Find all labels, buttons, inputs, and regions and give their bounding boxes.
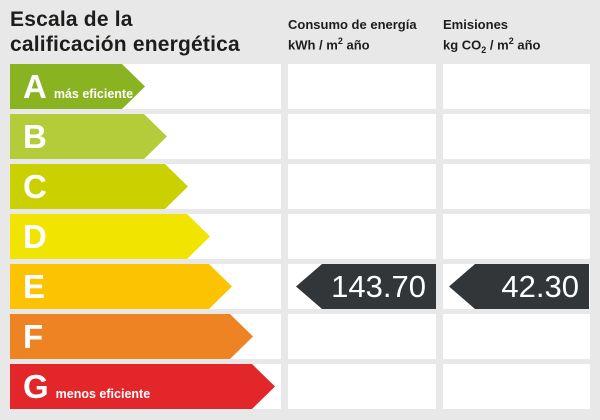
rating-bar: C — [10, 164, 188, 209]
scale-cell: E — [10, 264, 281, 309]
consumption-cell — [288, 164, 436, 209]
rating-bar: D — [10, 214, 210, 259]
emissions-cell — [443, 214, 590, 259]
rating-letter: E — [23, 268, 46, 305]
page-title-line2: calificación energética — [10, 33, 240, 56]
emissions-cell — [443, 164, 590, 209]
rating-row-b: B — [0, 114, 600, 159]
rating-bar: A más eficiente — [10, 64, 145, 109]
consumption-value-badge: 143.70 — [296, 264, 436, 309]
rating-row-d: D — [0, 214, 600, 259]
consumption-header-units: kWh / m2 año — [288, 36, 370, 53]
consumption-header-label: Consumo de energía — [288, 17, 417, 32]
rating-row-e: E 143.70 42.30 — [0, 264, 600, 309]
scale-cell: C — [10, 164, 281, 209]
rating-letter: G — [23, 368, 49, 405]
rating-letter: A — [23, 68, 47, 105]
consumption-cell — [288, 364, 436, 409]
scale-cell: D — [10, 214, 281, 259]
rating-row-g: G menos eficiente — [0, 364, 600, 409]
scale-cell: F — [10, 314, 281, 359]
rating-note: más eficiente — [53, 87, 134, 101]
emissions-header-label: Emisiones — [443, 17, 509, 32]
rating-note: menos eficiente — [55, 387, 151, 401]
consumption-cell — [288, 214, 436, 259]
rating-row-c: C — [0, 164, 600, 209]
emissions-column-header: Emisiones kg CO2 / m2 año — [443, 17, 540, 58]
rating-bar: G menos eficiente — [10, 364, 275, 409]
rating-bar: F — [10, 314, 253, 359]
emissions-cell — [443, 314, 590, 359]
rating-row-a: A más eficiente — [0, 64, 600, 109]
page-title: Escala de la calificación energética — [10, 7, 240, 57]
rating-bar: B — [10, 114, 167, 159]
scale-cell: G menos eficiente — [10, 364, 281, 409]
rating-letter: F — [23, 318, 44, 355]
emissions-value-badge: 42.30 — [449, 264, 589, 309]
rating-letter: B — [23, 118, 47, 155]
emissions-cell — [443, 64, 590, 109]
rating-row-f: F — [0, 314, 600, 359]
emissions-cell — [443, 114, 590, 159]
emissions-header-units: kg CO2 / m2 año — [443, 36, 541, 55]
emissions-cell — [443, 364, 590, 409]
page-title-line1: Escala de la — [10, 8, 133, 31]
consumption-cell — [288, 114, 436, 159]
consumption-cell — [288, 64, 436, 109]
consumption-column-header: Consumo de energía kWh / m2 año — [288, 17, 417, 53]
scale-cell: B — [10, 114, 281, 159]
consumption-value: 143.70 — [331, 268, 426, 304]
consumption-cell: 143.70 — [288, 264, 436, 309]
scale-cell: A más eficiente — [10, 64, 281, 109]
rating-letter: C — [23, 168, 47, 205]
consumption-cell — [288, 314, 436, 359]
emissions-value: 42.30 — [501, 268, 579, 304]
rating-letter: D — [23, 218, 47, 255]
emissions-cell: 42.30 — [443, 264, 590, 309]
rating-bar: E — [10, 264, 232, 309]
